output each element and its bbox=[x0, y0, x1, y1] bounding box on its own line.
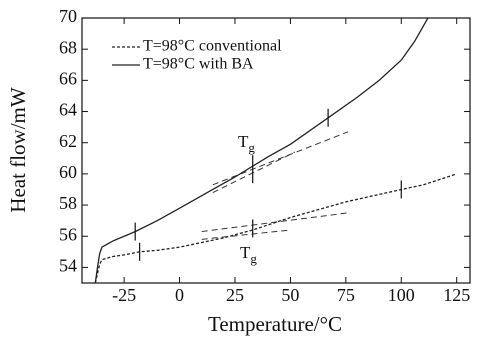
legend-label: T=98°C with BA bbox=[143, 56, 254, 73]
tangent-line bbox=[212, 131, 349, 186]
x-tick-label: 25 bbox=[226, 285, 244, 305]
tg-label: Tg bbox=[240, 243, 257, 266]
tg-sub: g bbox=[250, 251, 257, 266]
y-tick-label: 58 bbox=[59, 193, 77, 213]
y-tick-label: 60 bbox=[59, 162, 77, 182]
tg-label: Tg bbox=[238, 132, 255, 155]
tangent-line bbox=[212, 151, 296, 194]
x-tick-label: 125 bbox=[443, 285, 470, 305]
y-tick-label: 56 bbox=[59, 224, 77, 244]
y-tick-label: 70 bbox=[59, 6, 77, 26]
y-tick-label: 54 bbox=[59, 256, 77, 276]
y-tick-label: 68 bbox=[59, 37, 77, 57]
y-tick-label: 64 bbox=[59, 100, 77, 120]
x-tick-label: 0 bbox=[175, 285, 184, 305]
x-tick-label: 100 bbox=[388, 285, 415, 305]
y-tick-label: 66 bbox=[59, 68, 77, 88]
series-line bbox=[94, 18, 429, 283]
x-tick-label: -25 bbox=[112, 285, 136, 305]
tg-main: T bbox=[238, 132, 249, 151]
tg-main: T bbox=[240, 243, 251, 262]
plot bbox=[94, 18, 457, 283]
legend-label: T=98°C conventional bbox=[143, 38, 282, 55]
x-axis-label: Temperature/°C bbox=[208, 312, 342, 336]
tg-sub: g bbox=[248, 140, 255, 155]
x-tick-label: 50 bbox=[281, 285, 299, 305]
x-tick-label: 75 bbox=[337, 285, 355, 305]
y-axis-label: Heat flow/mW bbox=[6, 87, 30, 213]
series-line bbox=[94, 173, 457, 283]
tangent-line bbox=[201, 229, 291, 240]
y-tick-label: 62 bbox=[59, 131, 77, 151]
plot-frame bbox=[81, 17, 471, 284]
